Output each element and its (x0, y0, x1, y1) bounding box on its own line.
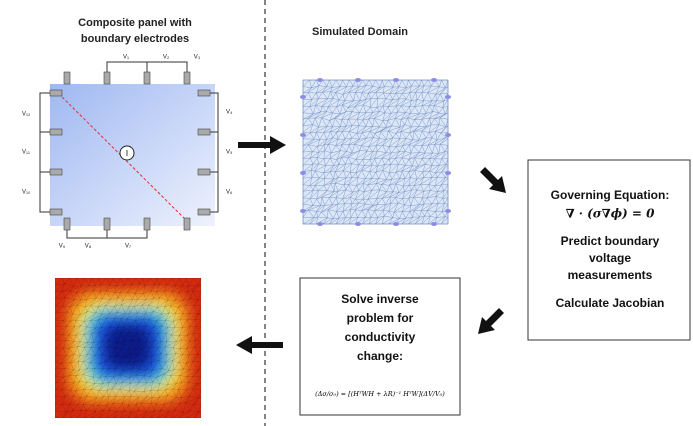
mesh-electrode (445, 171, 451, 175)
voltage-label: V₉ (59, 244, 66, 250)
voltage-label: V₄ (226, 110, 233, 116)
current-label: I (126, 149, 128, 158)
panel-title: Composite panel with (78, 17, 192, 29)
forward-heading: Governing Equation: (551, 188, 670, 202)
reconstruction (55, 278, 201, 418)
mesh-electrode (393, 78, 399, 82)
mesh-electrode (431, 222, 437, 226)
inverse-text: conductivity (345, 330, 416, 344)
mesh-electrode (317, 78, 323, 82)
voltage-label: V₁ (123, 55, 129, 61)
voltage-label: V₅ (226, 150, 233, 156)
diagram: Composite panel with boundary electrodes… (0, 0, 693, 426)
mesh-electrode (393, 222, 399, 226)
mesh-electrode (300, 209, 306, 213)
mesh-electrode (300, 133, 306, 137)
mesh-electrode (431, 78, 437, 82)
inverse-text: change: (357, 349, 403, 363)
forward-box (528, 160, 690, 340)
mesh-electrode (300, 171, 306, 175)
mesh-electrode (355, 222, 361, 226)
voltage-label: V₁₀ (22, 190, 31, 196)
voltage-label: V₃ (194, 55, 201, 61)
panel-title: boundary electrodes (81, 33, 189, 45)
mesh-electrode (445, 95, 451, 99)
voltage-label: V₆ (226, 190, 233, 196)
inverse-equation: (Δσ/σ₀) = [(HᵀWH + λR)⁻¹ HᵀW](ΔV/V₀) (315, 390, 445, 398)
forward-step: Calculate Jacobian (556, 296, 665, 310)
mesh-electrode (355, 78, 361, 82)
mesh-electrode (300, 95, 306, 99)
voltage-label: V₁₁ (22, 150, 30, 156)
voltage-label: V₁₂ (22, 112, 31, 118)
forward-step: Predict boundary (561, 234, 660, 248)
inverse-text: problem for (347, 311, 414, 325)
inverse-text: Solve inverse (341, 292, 419, 306)
forward-equation: ∇ · (σ∇ϕ) = 0 (566, 207, 656, 221)
mesh-electrode (317, 222, 323, 226)
forward-step: measurements (568, 268, 653, 282)
forward-step: voltage (589, 251, 631, 265)
voltage-label: V₈ (85, 244, 92, 250)
voltage-label: V₂ (163, 55, 170, 61)
mesh-electrode (445, 133, 451, 137)
domain-title: Simulated Domain (312, 26, 408, 38)
mesh-electrode (445, 209, 451, 213)
voltage-label: V₇ (125, 244, 131, 250)
